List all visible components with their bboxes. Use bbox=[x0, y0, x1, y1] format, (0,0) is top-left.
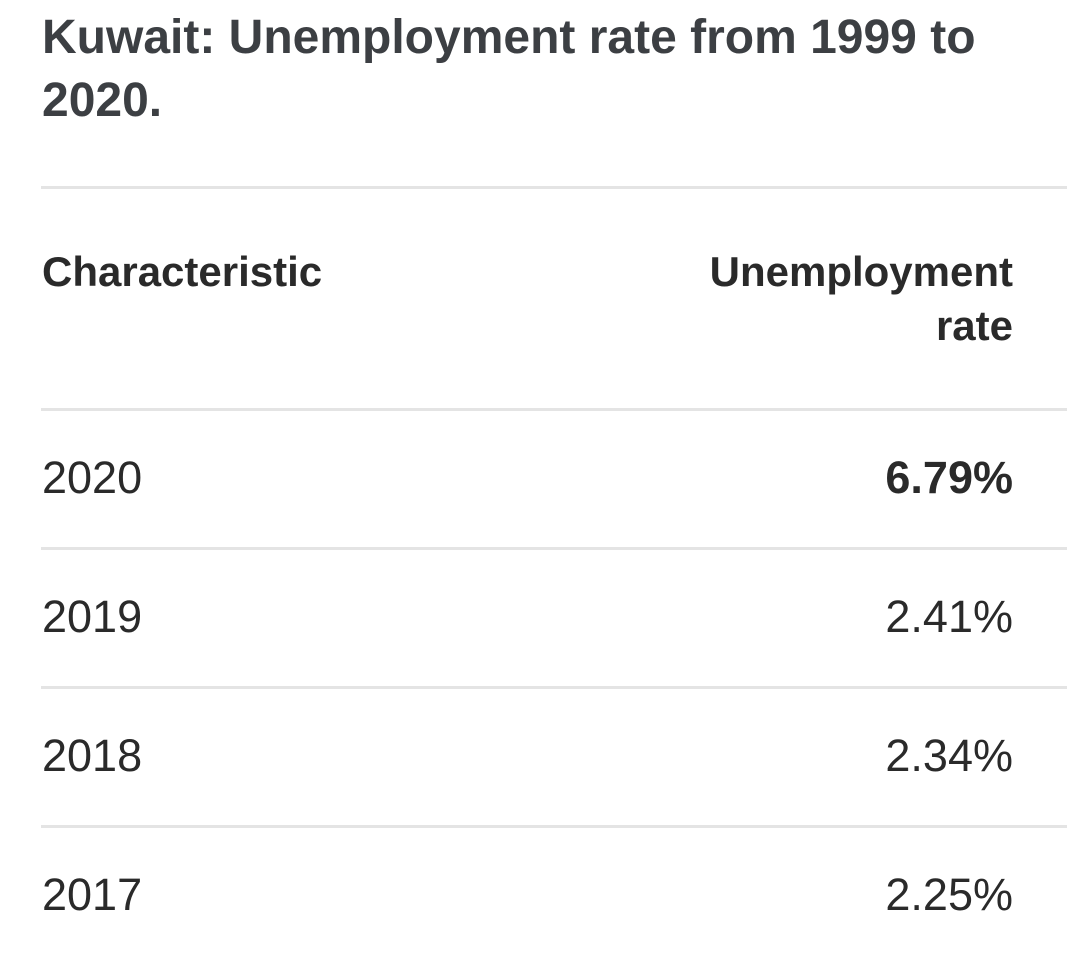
year-cell: 2019 bbox=[42, 591, 143, 642]
year-cell: 2017 bbox=[42, 869, 143, 920]
column-header-characteristic: Characteristic bbox=[42, 248, 323, 295]
table-row: 2017 2.25% bbox=[41, 828, 1067, 954]
data-table: Characteristic Unemployment rate 2020 6.… bbox=[41, 186, 1067, 954]
page-title: Kuwait: Unemployment rate from 1999 to 2… bbox=[42, 11, 976, 127]
table-header: Characteristic Unemployment rate bbox=[41, 189, 1067, 408]
rate-cell: 6.79% bbox=[885, 452, 1013, 503]
rate-cell: 2.25% bbox=[885, 869, 1013, 920]
rate-cell: 2.41% bbox=[885, 591, 1013, 642]
year-cell: 2020 bbox=[42, 452, 143, 503]
table-row: 2018 2.34% bbox=[41, 689, 1067, 825]
column-header-unemployment-rate: Unemployment rate bbox=[709, 248, 1013, 349]
divider bbox=[41, 186, 1067, 189]
year-cell: 2018 bbox=[42, 730, 143, 781]
divider bbox=[41, 408, 1067, 411]
rate-cell: 2.34% bbox=[885, 730, 1013, 781]
divider bbox=[41, 547, 1067, 550]
divider bbox=[41, 686, 1067, 689]
divider bbox=[41, 825, 1067, 828]
table-row: 2019 2.41% bbox=[41, 550, 1067, 686]
table-row: 2020 6.79% bbox=[41, 411, 1067, 547]
